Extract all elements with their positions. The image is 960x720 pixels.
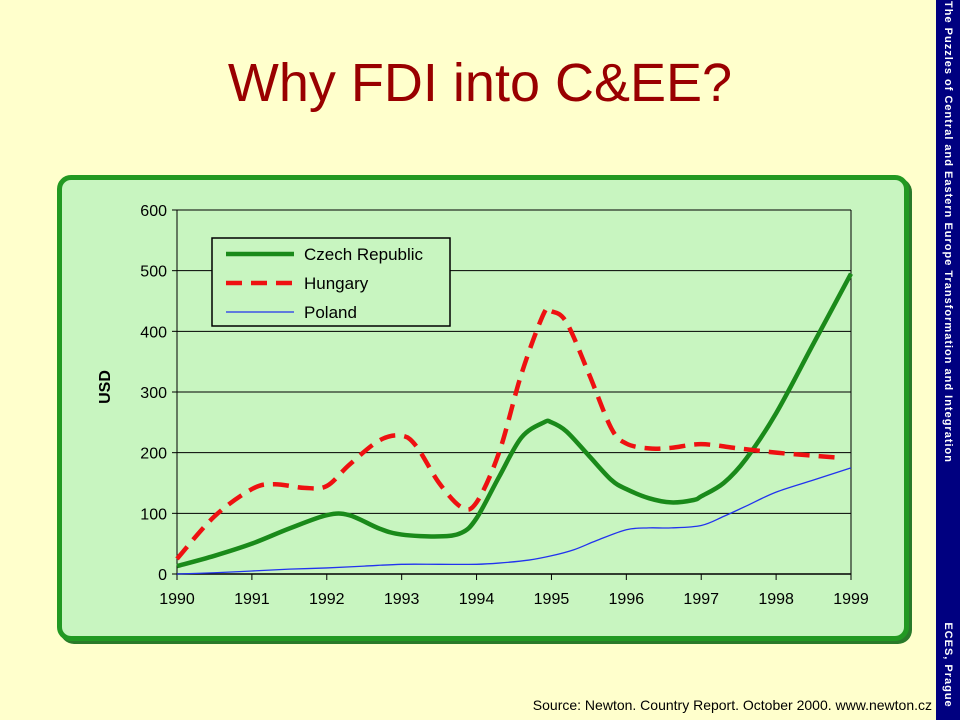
- x-tick-label: 1990: [159, 591, 195, 608]
- x-tick-label: 1996: [609, 591, 645, 608]
- y-tick-label: 400: [140, 324, 167, 341]
- source-citation: Source: Newton. Country Report. October …: [532, 697, 932, 713]
- y-tick-label: 200: [140, 446, 167, 463]
- x-tick-label: 1994: [459, 591, 495, 608]
- y-tick-label: 100: [140, 506, 167, 523]
- fdi-line-chart: 0 100 200 300 400 500 600 1990 1991 1992 1993 1994 1…: [97, 203, 869, 608]
- series-line-hungary: [175, 305, 837, 561]
- y-tick-label: 300: [140, 385, 167, 402]
- axis-layer: 0 100 200 300 400 500 600 1990 1991 1992 1993 1994 1…: [140, 203, 869, 608]
- x-tick-label: 1999: [833, 591, 869, 608]
- y-tick-label: 500: [140, 264, 167, 281]
- series-line-poland: [176, 467, 852, 575]
- legend: Czech Republic Hungary Poland: [211, 237, 451, 327]
- y-tick-label: 0: [158, 567, 167, 584]
- x-tick-label: 1992: [309, 591, 345, 608]
- legend-label-czech-republic: Czech Republic: [304, 245, 424, 264]
- x-tick-label: 1998: [758, 591, 794, 608]
- y-axis-label: USD: [97, 370, 114, 404]
- x-tick-label: 1997: [683, 591, 719, 608]
- x-tick-label: 1993: [384, 591, 420, 608]
- page-title: Why FDI into C&EE?: [227, 53, 733, 113]
- side-banner-institution: ECES, Prague: [942, 622, 954, 708]
- legend-label-hungary: Hungary: [304, 274, 369, 293]
- x-tick-label: 1991: [234, 591, 270, 608]
- side-banner: The Puzzles of Central and Eastern Europ…: [936, 0, 960, 720]
- series-line-czech-republic: [176, 272, 853, 569]
- x-tick-label: 1995: [534, 591, 570, 608]
- side-banner-title: The Puzzles of Central and Eastern Europ…: [942, 1, 954, 463]
- chart-frame: 0 100 200 300 400 500 600 1990 1991 1992 1993 1994 1…: [57, 175, 909, 641]
- series-layer: [175, 272, 853, 575]
- legend-label-poland: Poland: [304, 303, 357, 322]
- y-tick-label: 600: [140, 203, 167, 220]
